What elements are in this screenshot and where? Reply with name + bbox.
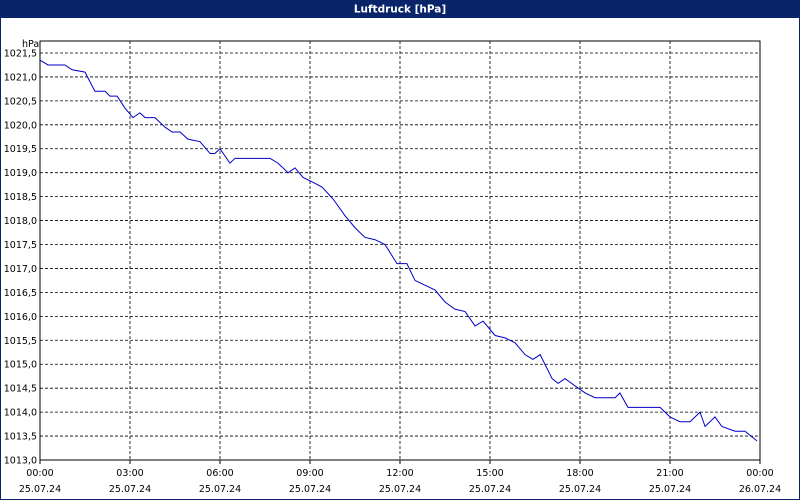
x-tick-label: 03:00 bbox=[116, 468, 143, 479]
x-tick-date: 25.07.24 bbox=[469, 484, 511, 495]
plot-area bbox=[39, 40, 761, 461]
y-tick-label: 1013,5 bbox=[4, 432, 37, 443]
x-tick-label: 12:00 bbox=[386, 468, 413, 479]
x-tick-date: 25.07.24 bbox=[109, 484, 151, 495]
x-tick-label: 15:00 bbox=[476, 468, 503, 479]
y-tick-label: 1015,5 bbox=[4, 336, 37, 347]
x-tick-label: 18:00 bbox=[566, 468, 593, 479]
y-tick-label: 1020,0 bbox=[4, 120, 37, 131]
y-tick-label: 1018,5 bbox=[4, 192, 37, 203]
x-tick-date: 25.07.24 bbox=[199, 484, 241, 495]
y-tick-label: 1020,5 bbox=[4, 96, 37, 107]
title-bar bbox=[0, 0, 800, 18]
y-tick-label: 1017,5 bbox=[4, 240, 37, 251]
y-tick-label: 1014,5 bbox=[4, 384, 37, 395]
y-tick-label: 1016,5 bbox=[4, 288, 37, 299]
y-tick-label: 1016,0 bbox=[4, 312, 37, 323]
y-tick-label: 1021,5 bbox=[4, 48, 37, 59]
data-line bbox=[39, 59, 758, 442]
y-axis-label: hPa bbox=[22, 39, 39, 50]
x-tick-date: 25.07.24 bbox=[289, 484, 331, 495]
x-tick-date: 26.07.24 bbox=[739, 484, 781, 495]
y-tick-label: 1015,0 bbox=[4, 360, 37, 371]
y-tick-label: 1017,0 bbox=[4, 264, 37, 275]
x-tick-date: 25.07.24 bbox=[649, 484, 691, 495]
x-tick-label: 06:00 bbox=[206, 468, 233, 479]
x-tick-date: 25.07.24 bbox=[379, 484, 421, 495]
chart-title: Luftdruck [hPa] bbox=[354, 4, 446, 16]
y-tick-label: 1019,0 bbox=[4, 168, 37, 179]
x-tick-date: 25.07.24 bbox=[19, 484, 61, 495]
y-tick-label: 1018,0 bbox=[4, 216, 37, 227]
x-tick-date: 25.07.24 bbox=[559, 484, 601, 495]
x-tick-label: 21:00 bbox=[656, 468, 683, 479]
plot-border bbox=[39, 40, 761, 461]
x-tick-label: 09:00 bbox=[296, 468, 323, 479]
y-tick-label: 1013,0 bbox=[4, 456, 37, 467]
y-tick-label: 1021,0 bbox=[4, 72, 37, 83]
y-tick-label: 1014,0 bbox=[4, 408, 37, 419]
y-tick-label: 1019,5 bbox=[4, 144, 37, 155]
x-tick-label: 00:00 bbox=[746, 468, 773, 479]
x-tick-label: 00:00 bbox=[26, 468, 53, 479]
